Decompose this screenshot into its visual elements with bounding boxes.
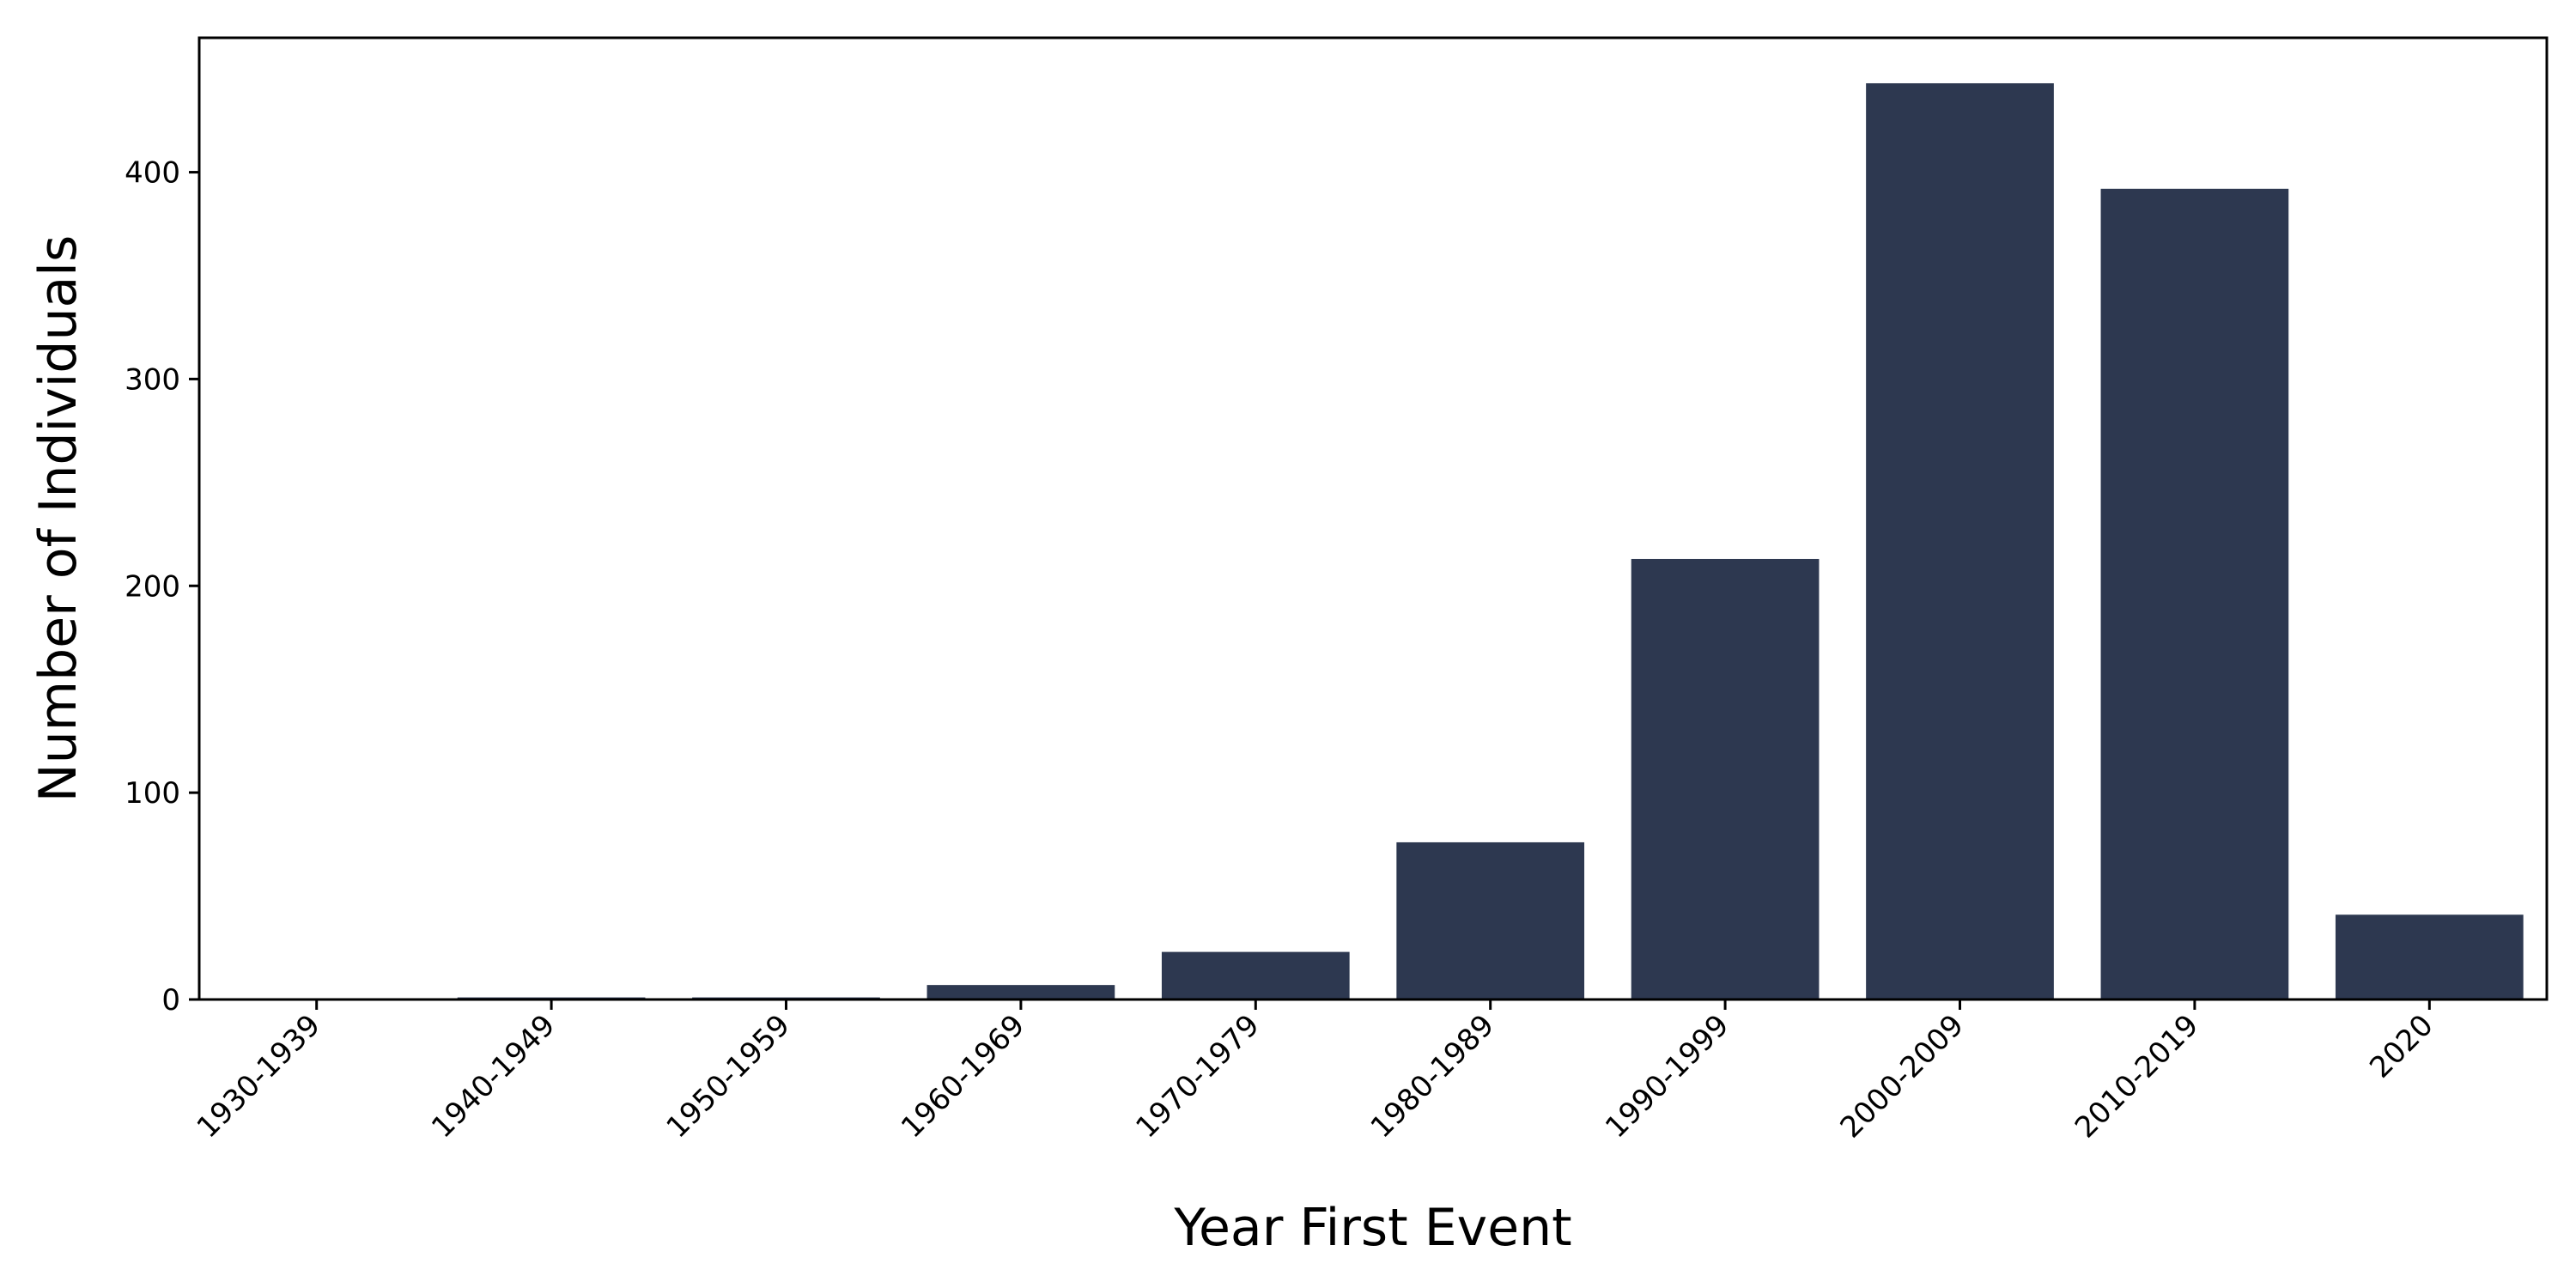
- x-tick-label: 1960-1969: [895, 1008, 1031, 1145]
- x-axis-label: Year First Event: [1173, 1198, 1571, 1258]
- bar-1960-1969: [927, 985, 1115, 999]
- y-tick-label: 400: [125, 156, 180, 191]
- y-tick-label: 300: [125, 362, 180, 397]
- bar-2010-2019: [2100, 188, 2289, 999]
- x-tick-label: 2010-2019: [2069, 1008, 2205, 1145]
- bar-2020: [2335, 914, 2524, 999]
- y-axis-label: Number of Individuals: [28, 235, 88, 802]
- bar-2000-2009: [1866, 82, 2054, 1000]
- bars-group: [457, 82, 2524, 1000]
- bar-1990-1999: [1631, 558, 1820, 999]
- y-tick-label: 100: [125, 776, 180, 811]
- y-axis: 0 100 200 300 400: [125, 156, 199, 1018]
- x-tick-label: 2020: [2363, 1008, 2439, 1084]
- y-tick-label: 0: [161, 983, 180, 1018]
- x-tick-label: 2000-2009: [1834, 1008, 1971, 1145]
- x-tick-label: 1990-1999: [1599, 1008, 1735, 1145]
- bar-1970-1979: [1161, 951, 1350, 999]
- x-tick-label: 1930-1939: [191, 1008, 327, 1145]
- plot-frame: [197, 36, 2549, 1001]
- x-tick-label: 1970-1979: [1129, 1008, 1266, 1145]
- x-tick-label: 1940-1949: [425, 1008, 562, 1145]
- bar-1980-1989: [1396, 841, 1585, 999]
- x-axis: 1930-1939 1940-1949 1950-1959 1960-1969 1970…: [191, 999, 2440, 1145]
- y-tick-label: 200: [125, 569, 180, 604]
- x-tick-label: 1980-1989: [1364, 1008, 1501, 1145]
- x-tick-label: 1950-1959: [660, 1008, 797, 1145]
